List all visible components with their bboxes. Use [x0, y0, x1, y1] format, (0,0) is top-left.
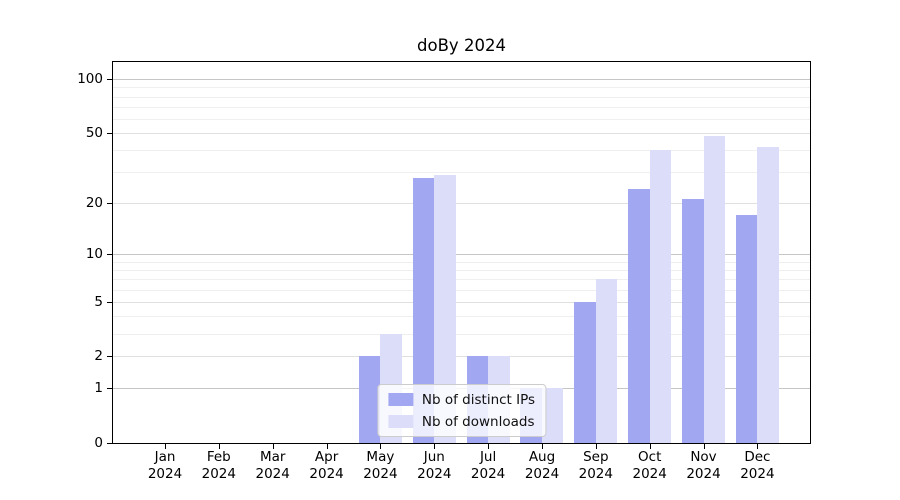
y-tick-mark-100: [107, 79, 112, 81]
gridline-y-6: [113, 289, 810, 291]
bar-downloads-nov: [703, 136, 725, 443]
gridline-y-70: [113, 107, 810, 108]
y-axis-tick-label-5: 5: [94, 293, 103, 310]
gridline-y-8: [113, 269, 810, 271]
x-axis-tick-label-jun: Jun 2024: [394, 449, 474, 483]
x-axis-tick-year: 2024: [417, 466, 452, 482]
y-axis-tick-label-2: 2: [94, 348, 103, 365]
bar-distinct-ips-nov: [682, 199, 704, 443]
gridline-y-2: [113, 356, 810, 358]
x-axis-tick-year: 2024: [470, 466, 506, 482]
y-axis-tick-label-1: 1: [94, 380, 103, 397]
y-tick-mark-0: [107, 443, 112, 444]
bar-distinct-ips-may: [358, 356, 381, 443]
y-tick-mark-2: [107, 356, 112, 358]
y-axis-tick-label-20: 20: [85, 195, 103, 211]
x-axis-tick-year: 2024: [578, 466, 613, 482]
y-tick-mark-10: [107, 254, 112, 255]
legend-swatch-distinct-ips: [387, 393, 413, 406]
bar-downloads-sep: [595, 279, 618, 443]
y-axis-tick-label-50: 50: [85, 125, 103, 142]
plot-area: Nb of distinct IPs Nb of downloads: [112, 61, 811, 444]
bar-distinct-ips-dec: [735, 215, 758, 443]
x-tick-mark-may: [380, 444, 382, 449]
x-axis-tick-label-apr: Apr 2024: [287, 449, 367, 483]
x-axis-tick-year: 2024: [147, 466, 183, 482]
x-tick-mark-oct: [649, 444, 651, 449]
x-tick-mark-dec: [757, 444, 759, 449]
x-axis-tick-label-jan: Jan 2024: [125, 449, 205, 483]
legend-swatch-downloads: [387, 415, 413, 428]
x-axis-tick-year: 2024: [309, 466, 344, 482]
gridline-y-90: [113, 87, 810, 89]
gridline-y-20: [113, 203, 810, 204]
x-tick-mark-nov: [703, 444, 705, 449]
x-axis-tick-label-mar: Mar 2024: [233, 449, 313, 483]
x-axis-tick-label-jul: Jul 2024: [448, 449, 528, 483]
x-axis-tick-label-sep: Sep 2024: [556, 449, 636, 483]
legend-item-downloads: Nb of downloads: [387, 412, 535, 431]
gridline-y-5: [113, 301, 810, 303]
x-axis-tick-label-oct: Oct 2024: [610, 449, 690, 483]
y-tick-mark-50: [107, 133, 112, 135]
x-axis-tick-label-feb: Feb 2024: [179, 449, 259, 483]
x-axis-tick-year: 2024: [524, 466, 560, 482]
x-tick-mark-sep: [595, 444, 597, 449]
bar-downloads-oct: [649, 150, 672, 443]
bar-distinct-ips-jun: [412, 177, 435, 443]
x-axis-tick-label-nov: Nov 2024: [664, 449, 744, 483]
x-axis-tick-year: 2024: [740, 466, 775, 482]
x-axis-tick-year: 2024: [255, 466, 290, 482]
bar-distinct-ips-oct: [628, 189, 650, 443]
x-tick-mark-mar: [272, 444, 274, 449]
gridline-y-4: [113, 316, 810, 318]
y-tick-mark-1: [107, 388, 112, 390]
gridline-y-7: [113, 279, 810, 281]
gridline-y-40: [113, 150, 810, 152]
x-tick-mark-jan: [165, 444, 166, 449]
y-axis-tick-label-100: 100: [77, 71, 103, 88]
x-tick-mark-jun: [434, 444, 436, 449]
x-tick-mark-aug: [542, 444, 543, 449]
bar-downloads-aug: [541, 388, 564, 443]
gridline-y-3: [113, 333, 810, 335]
y-axis-tick-label-0: 0: [94, 435, 103, 451]
bar-downloads-dec: [757, 146, 779, 443]
x-axis-tick-year: 2024: [686, 466, 721, 482]
gridline-y-50: [113, 133, 810, 135]
bar-downloads-jun: [434, 174, 456, 443]
y-tick-mark-20: [107, 203, 112, 204]
gridline-y-9: [113, 261, 810, 263]
gridline-y-30: [113, 172, 810, 174]
x-tick-mark-jul: [488, 444, 490, 449]
gridline-y-80: [113, 96, 810, 98]
y-axis-tick-label-10: 10: [85, 246, 103, 262]
x-axis-tick-year: 2024: [632, 466, 667, 482]
y-tick-mark-5: [107, 301, 112, 303]
x-tick-mark-feb: [218, 444, 220, 449]
x-axis-tick-year: 2024: [363, 466, 398, 482]
gridline-y-100: [113, 79, 810, 81]
gridline-y-10: [113, 254, 810, 255]
chart-title: doBy 2024: [417, 36, 506, 55]
legend-label-distinct-ips: Nb of distinct IPs: [421, 391, 536, 408]
x-axis-tick-label-aug: Aug 2024: [502, 449, 582, 483]
x-axis-tick-year: 2024: [201, 466, 236, 482]
gridline-y-60: [113, 119, 810, 120]
x-axis-tick-label-may: May 2024: [340, 449, 420, 483]
x-axis-tick-label-dec: Dec 2024: [717, 449, 797, 483]
x-tick-mark-apr: [326, 444, 328, 449]
bar-distinct-ips-sep: [574, 301, 596, 443]
legend-label-downloads: Nb of downloads: [421, 413, 535, 430]
legend-item-distinct-ips: Nb of distinct IPs: [387, 390, 536, 409]
legend: Nb of distinct IPs Nb of downloads: [376, 384, 547, 437]
